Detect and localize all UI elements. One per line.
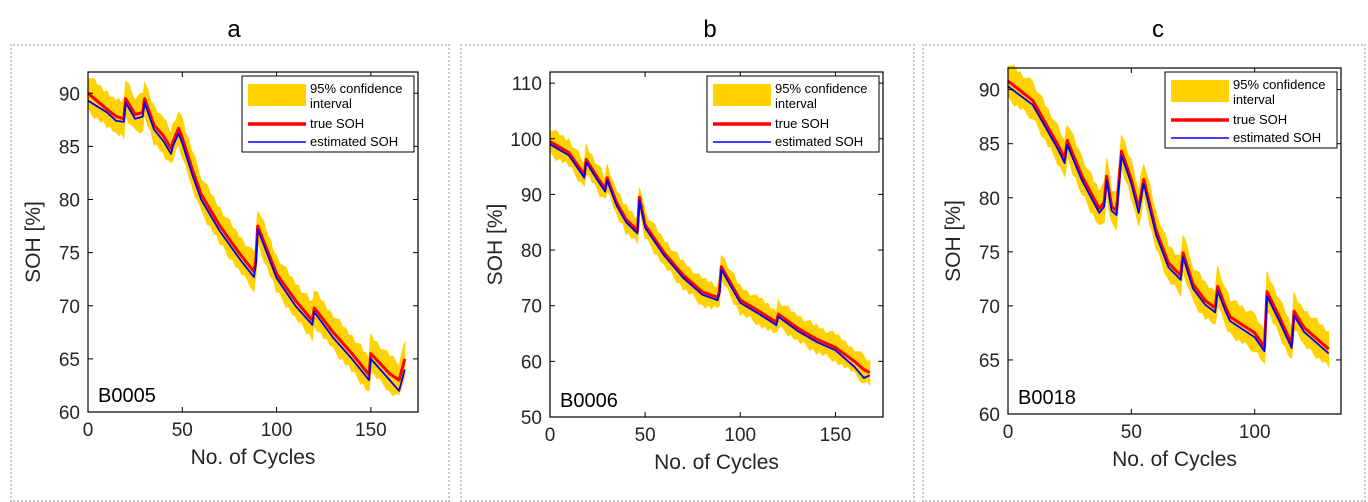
legend-true-label: true SOH — [310, 116, 364, 131]
legend-estimated-label: estimated SOH — [1233, 130, 1321, 145]
soh-chart-b0018: 0 50 100 60 65 70 75 80 85 90 No. of Cycles SOH [%]… — [942, 65, 1342, 471]
x-tick-label: 0 — [1003, 422, 1014, 443]
true-soh-line — [87, 92, 407, 382]
axes-box — [1007, 67, 1342, 415]
legend-true-label: true SOH — [775, 116, 829, 131]
panel-label-c: c — [1152, 16, 1164, 43]
x-axis-label: No. of Cycles — [191, 446, 316, 469]
y-tick-label: 80 — [59, 191, 80, 212]
x-tick-label: 0 — [83, 420, 94, 441]
legend-true-label: true SOH — [1233, 112, 1287, 127]
y-tick-label: 60 — [979, 405, 1000, 426]
estimated-soh-line — [549, 143, 871, 379]
y-tick-label: 65 — [59, 350, 80, 371]
x-axis-label: No. of Cycles — [1112, 448, 1237, 471]
true-soh-line — [1007, 79, 1330, 351]
legend-estimated-label: estimated SOH — [775, 134, 863, 149]
x-tick-label: 150 — [355, 420, 387, 441]
panel-label-b: b — [703, 16, 717, 43]
y-axis-label: SOH [%] — [22, 201, 45, 283]
x-tick-label: 0 — [545, 425, 556, 446]
battery-id-annotation: B0005 — [98, 385, 156, 407]
y-tick-label: 70 — [521, 297, 542, 318]
legend-band-swatch — [713, 84, 771, 106]
panel-frame-a — [10, 44, 450, 502]
legend-band-label-1: 95% confidence — [310, 81, 403, 96]
legend-band-swatch — [1171, 80, 1229, 102]
x-tick-label: 100 — [261, 420, 293, 441]
axes-box — [87, 71, 419, 413]
y-tick-label: 100 — [510, 130, 542, 151]
legend-band-label-2: interval — [775, 96, 817, 111]
y-tick-label: 80 — [521, 241, 542, 262]
legend-band-swatch — [248, 84, 306, 106]
legend-band-label-2: interval — [1233, 92, 1275, 107]
panel-label-a: a — [227, 16, 241, 43]
confidence-band — [1007, 65, 1330, 369]
legend-band-label-1: 95% confidence — [775, 81, 868, 96]
estimated-soh-line — [87, 99, 406, 392]
x-tick-label: 150 — [820, 425, 852, 446]
x-tick-label: 100 — [724, 425, 756, 446]
confidence-band — [87, 78, 406, 397]
x-axis-label: No. of Cycles — [654, 451, 779, 474]
y-tick-label: 50 — [521, 408, 542, 429]
true-soh-line — [549, 140, 871, 374]
y-tick-label: 60 — [521, 352, 542, 373]
y-tick-label: 70 — [979, 297, 1000, 318]
soh-chart-b0005: 0 50 100 150 60 65 70 75 80 85 90 No. of Cycles SOH … — [22, 71, 419, 469]
y-tick-label: 85 — [979, 135, 1000, 156]
y-tick-label: 90 — [59, 84, 80, 105]
x-tick-label: 50 — [172, 420, 193, 441]
y-tick-label: 90 — [979, 81, 1000, 102]
legend-band-label-2: interval — [310, 96, 352, 111]
y-tick-label: 70 — [59, 297, 80, 318]
battery-id-annotation: B0018 — [1018, 387, 1076, 409]
x-tick-label: 50 — [635, 425, 656, 446]
y-tick-label: 90 — [521, 185, 542, 206]
y-tick-label: 75 — [979, 243, 1000, 264]
y-tick-label: 85 — [59, 137, 80, 158]
axes-box — [549, 71, 884, 418]
estimated-soh-line — [1007, 85, 1330, 355]
battery-id-annotation: B0006 — [560, 390, 618, 412]
y-tick-label: 65 — [979, 351, 1000, 372]
panel-frame-b — [460, 44, 915, 502]
panel-frame-c — [922, 44, 1366, 502]
x-tick-label: 100 — [1239, 422, 1271, 443]
legend-band-label-1: 95% confidence — [1233, 77, 1326, 92]
y-tick-label: 80 — [979, 189, 1000, 210]
y-axis-label: SOH [%] — [942, 200, 965, 282]
y-tick-label: 60 — [59, 403, 80, 424]
x-tick-label: 50 — [1121, 422, 1142, 443]
y-tick-label: 75 — [59, 244, 80, 265]
y-tick-label: 110 — [512, 74, 542, 95]
legend-estimated-label: estimated SOH — [310, 134, 398, 149]
y-axis-label: SOH [%] — [484, 204, 507, 286]
